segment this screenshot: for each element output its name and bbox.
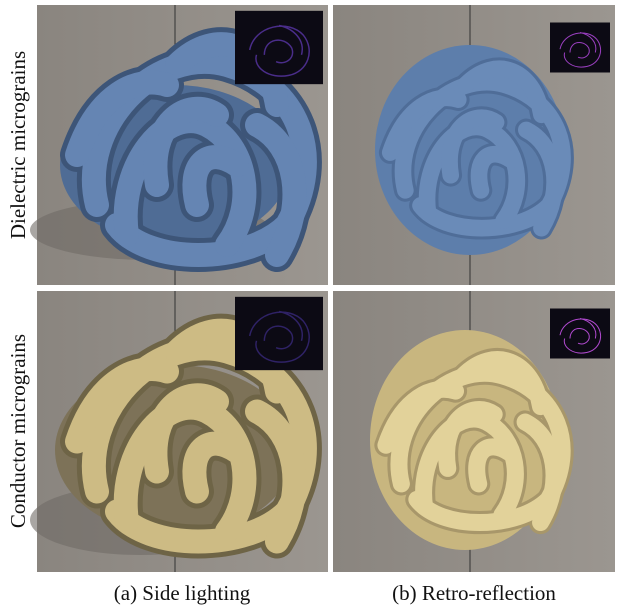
row-label: Dielectric micrograins [6, 51, 30, 239]
column-caption: (b) Retro-reflection [392, 581, 556, 605]
column-caption: (a) Side lighting [114, 581, 251, 605]
panel-b-bottom [333, 291, 615, 572]
row-label: Conductor micrograins [6, 334, 30, 528]
panel-b-top [333, 5, 615, 285]
panel-a-bottom [30, 291, 328, 572]
panel-a-top [30, 5, 328, 285]
